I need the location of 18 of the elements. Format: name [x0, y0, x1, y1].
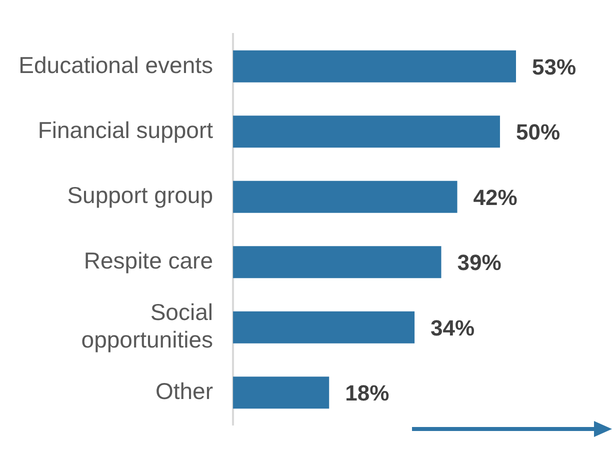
data-label: 39%: [457, 250, 502, 276]
y-tick-label: Support group: [67, 182, 213, 208]
y-tick-label: Respite care: [84, 247, 213, 274]
bar: [233, 311, 415, 344]
data-label: 18%: [345, 380, 390, 406]
data-label: 34%: [430, 315, 475, 340]
bar: [233, 180, 458, 213]
y-tick-label: Other: [155, 378, 214, 404]
bar: [233, 116, 500, 148]
y-tick-label: Financial support: [38, 116, 214, 143]
bar: [233, 50, 516, 82]
bar: [233, 246, 442, 278]
data-label: 50%: [516, 120, 560, 145]
y-tick-label: Social opportunities: [81, 298, 213, 352]
data-label: 53%: [532, 54, 576, 80]
bar: [233, 376, 330, 409]
data-label: 42%: [473, 184, 518, 210]
y-tick-label: Educational events: [18, 52, 213, 78]
